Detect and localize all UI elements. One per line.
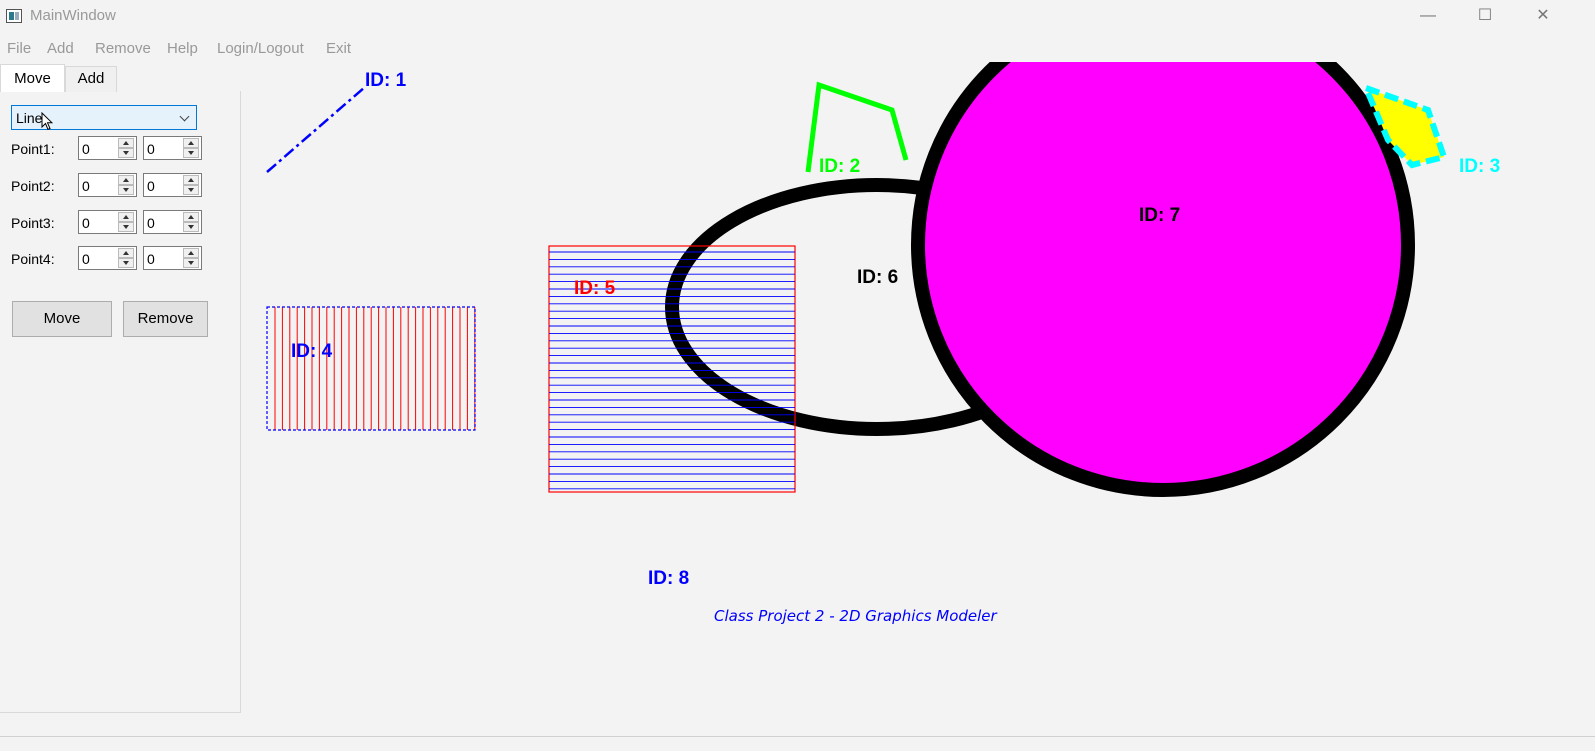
- shape-id-label-4: ID: 4: [291, 341, 333, 362]
- shape-type-value: Line: [16, 110, 43, 126]
- title-bar: MainWindow — ☐ ✕: [0, 0, 1595, 32]
- point4-x-spinbox[interactable]: 0: [78, 246, 137, 270]
- move-panel: [0, 91, 241, 713]
- close-button[interactable]: ✕: [1536, 7, 1550, 24]
- spin-up-icon[interactable]: [118, 212, 134, 222]
- status-bar-divider: [0, 736, 1595, 737]
- spin-up-icon[interactable]: [183, 212, 199, 222]
- spin-up-icon[interactable]: [118, 175, 134, 185]
- menu-exit[interactable]: Exit: [326, 40, 352, 57]
- menu-file[interactable]: File: [7, 40, 32, 57]
- spin-down-icon[interactable]: [183, 258, 199, 268]
- point3-x-spinbox[interactable]: 0: [78, 210, 137, 234]
- point3-x-value: 0: [82, 215, 90, 231]
- minimize-button[interactable]: —: [1420, 7, 1436, 24]
- point1-y-value: 0: [147, 141, 155, 157]
- point2-label: Point2:: [11, 178, 55, 194]
- tab-move[interactable]: Move: [0, 64, 65, 92]
- spin-down-icon[interactable]: [183, 222, 199, 232]
- maximize-button[interactable]: ☐: [1477, 7, 1493, 24]
- app-icon: [6, 9, 22, 23]
- shape-square-5[interactable]: [548, 245, 796, 493]
- shape-id-label-6: ID: 6: [857, 267, 898, 288]
- spin-up-icon[interactable]: [118, 248, 134, 258]
- shape-id-label-2: ID: 2: [819, 156, 860, 177]
- point2-x-spinbox[interactable]: 0: [78, 173, 137, 197]
- spin-up-icon[interactable]: [118, 138, 134, 148]
- shape-rectangle-4[interactable]: [266, 306, 476, 431]
- spin-down-icon[interactable]: [118, 222, 134, 232]
- window-title: MainWindow: [30, 7, 116, 24]
- point4-label: Point4:: [11, 251, 55, 267]
- point1-label: Point1:: [11, 141, 55, 157]
- point3-y-spinbox[interactable]: 0: [143, 210, 202, 234]
- spin-up-icon[interactable]: [183, 175, 199, 185]
- menu-remove[interactable]: Remove: [95, 40, 151, 57]
- chevron-down-icon: [179, 111, 190, 122]
- shape-circle-7[interactable]: [911, 62, 1415, 497]
- spin-down-icon[interactable]: [118, 258, 134, 268]
- shape-polyline-2[interactable]: [805, 81, 909, 173]
- point4-y-value: 0: [147, 251, 155, 267]
- drawing-canvas[interactable]: ID: 1 ID: 2 ID: 3 ID: 4 ID: 5 ID: 6 ID: …: [242, 62, 1595, 734]
- shape-id-label-3: ID: 3: [1459, 156, 1500, 177]
- spin-down-icon[interactable]: [118, 148, 134, 158]
- shape-id-label-1: ID: 1: [365, 70, 407, 91]
- shape-type-select[interactable]: Line: [11, 105, 197, 130]
- point3-y-value: 0: [147, 215, 155, 231]
- shape-id-label-7: ID: 7: [1139, 205, 1180, 226]
- point4-y-spinbox[interactable]: 0: [143, 246, 202, 270]
- point1-x-value: 0: [82, 141, 90, 157]
- mouse-cursor-icon: [41, 112, 53, 131]
- point1-y-spinbox[interactable]: 0: [143, 136, 202, 160]
- remove-button[interactable]: Remove: [123, 301, 208, 337]
- shape-text-8[interactable]: Class Project 2 - 2D Graphics Modeler: [714, 607, 998, 625]
- spin-down-icon[interactable]: [118, 185, 134, 195]
- point3-label: Point3:: [11, 215, 55, 231]
- shape-line-1[interactable]: [266, 86, 366, 173]
- move-button[interactable]: Move: [12, 301, 112, 337]
- point1-x-spinbox[interactable]: 0: [78, 136, 137, 160]
- menu-login-logout[interactable]: Login/Logout: [217, 40, 304, 57]
- point2-y-value: 0: [147, 178, 155, 194]
- shape-polygon-3[interactable]: [1360, 82, 1448, 169]
- spin-up-icon[interactable]: [183, 138, 199, 148]
- point2-y-spinbox[interactable]: 0: [143, 173, 202, 197]
- menu-add[interactable]: Add: [47, 40, 74, 57]
- spin-down-icon[interactable]: [183, 185, 199, 195]
- point2-x-value: 0: [82, 178, 90, 194]
- shape-id-label-5: ID: 5: [574, 278, 616, 299]
- menu-help[interactable]: Help: [167, 40, 198, 57]
- spin-up-icon[interactable]: [183, 248, 199, 258]
- spin-down-icon[interactable]: [183, 148, 199, 158]
- shape-id-label-8: ID: 8: [648, 568, 689, 589]
- point4-x-value: 0: [82, 251, 90, 267]
- tab-add[interactable]: Add: [65, 66, 117, 92]
